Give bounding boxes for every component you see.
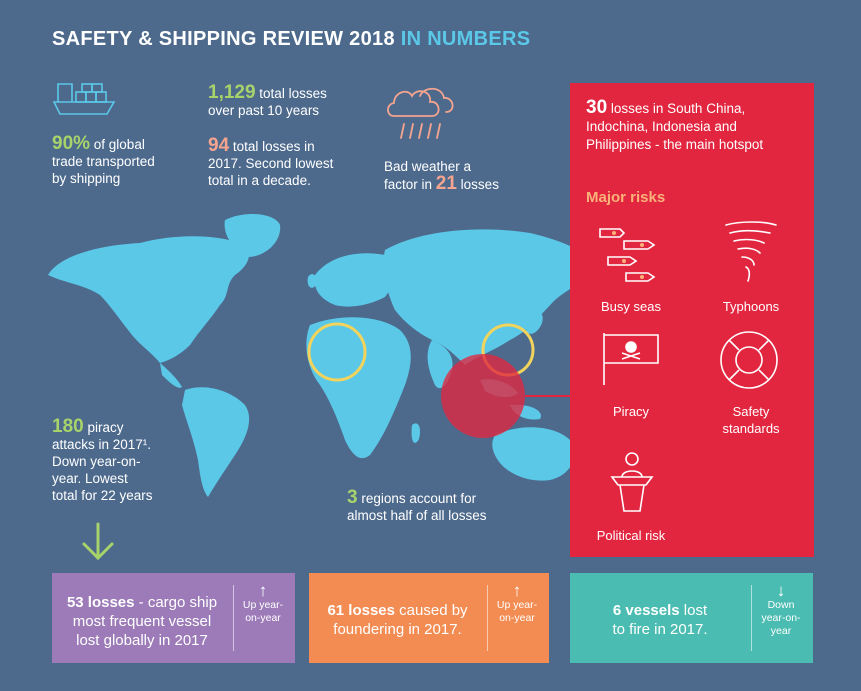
losses-2017-stat: 94 total losses in 2017. Second lowest t…: [208, 135, 334, 188]
major-risks-panel: 30 losses in South China, Indochina, Ind…: [570, 83, 814, 557]
rain-cloud-icon: [387, 87, 454, 139]
ships-icon: [599, 228, 656, 282]
piracy-stat: 180 piracy attacks in 2017¹. Down year-o…: [52, 416, 153, 503]
podium-icon: [610, 452, 654, 512]
regions-stat: 3 regions account for almost half of all…: [347, 487, 487, 523]
down-arrow-icon: [82, 522, 114, 561]
page-title: SAFETY & SHIPPING REVIEW 2018 IN NUMBERS: [52, 28, 531, 50]
trend-label: Up year- on-year: [242, 599, 284, 624]
up-arrow-icon: ↑: [512, 581, 522, 600]
risk-label-political-risk: Political risk: [596, 528, 666, 543]
trend-label: Down year-on- year: [761, 599, 801, 637]
trade-stat: 90% of global trade transported by shipp…: [52, 133, 155, 186]
mediterranean-hotspot-circle: [307, 322, 367, 382]
tornado-icon: [725, 221, 777, 282]
lifebuoy-icon: [720, 331, 778, 389]
cargo-ship-losses-text: 53 losses - cargo ship most frequent ves…: [66, 594, 218, 649]
decade-losses-stat: 1,129 total losses over past 10 years: [208, 82, 327, 118]
south-china-hotspot-circle: [441, 354, 525, 438]
fire-losses-box: 6 vessels lost to fire in 2017. ↓ Down y…: [570, 573, 813, 663]
fire-losses-text: 6 vessels lost to fire in 2017.: [612, 602, 708, 638]
pirate-flag-icon: [603, 333, 659, 385]
foundering-losses-text: 61 losses caused by foundering in 2017.: [327, 602, 468, 638]
up-arrow-icon: ↑: [258, 581, 268, 600]
down-arrow-icon: ↓: [776, 581, 786, 600]
map-hotspots: [307, 322, 570, 438]
risk-label-piracy: Piracy: [612, 404, 650, 419]
cargo-ship-losses-box: 53 losses - cargo ship most frequent ves…: [52, 573, 295, 663]
major-risks-heading: Major risks: [586, 189, 666, 206]
risk-label-safety-standards: Safety standards: [722, 404, 780, 436]
weather-stat: Bad weather a factor in 21 losses: [384, 159, 499, 194]
risk-label-typhoons: Typhoons: [722, 299, 780, 314]
hotspot-stat: 30 losses in South China, Indochina, Ind…: [586, 97, 764, 152]
trend-label: Up year- on-year: [496, 599, 538, 624]
cargo-ship-icon: [52, 83, 116, 115]
risk-label-busy-seas: Busy seas: [601, 299, 661, 314]
foundering-losses-box: 61 losses caused by foundering in 2017. …: [309, 573, 549, 663]
